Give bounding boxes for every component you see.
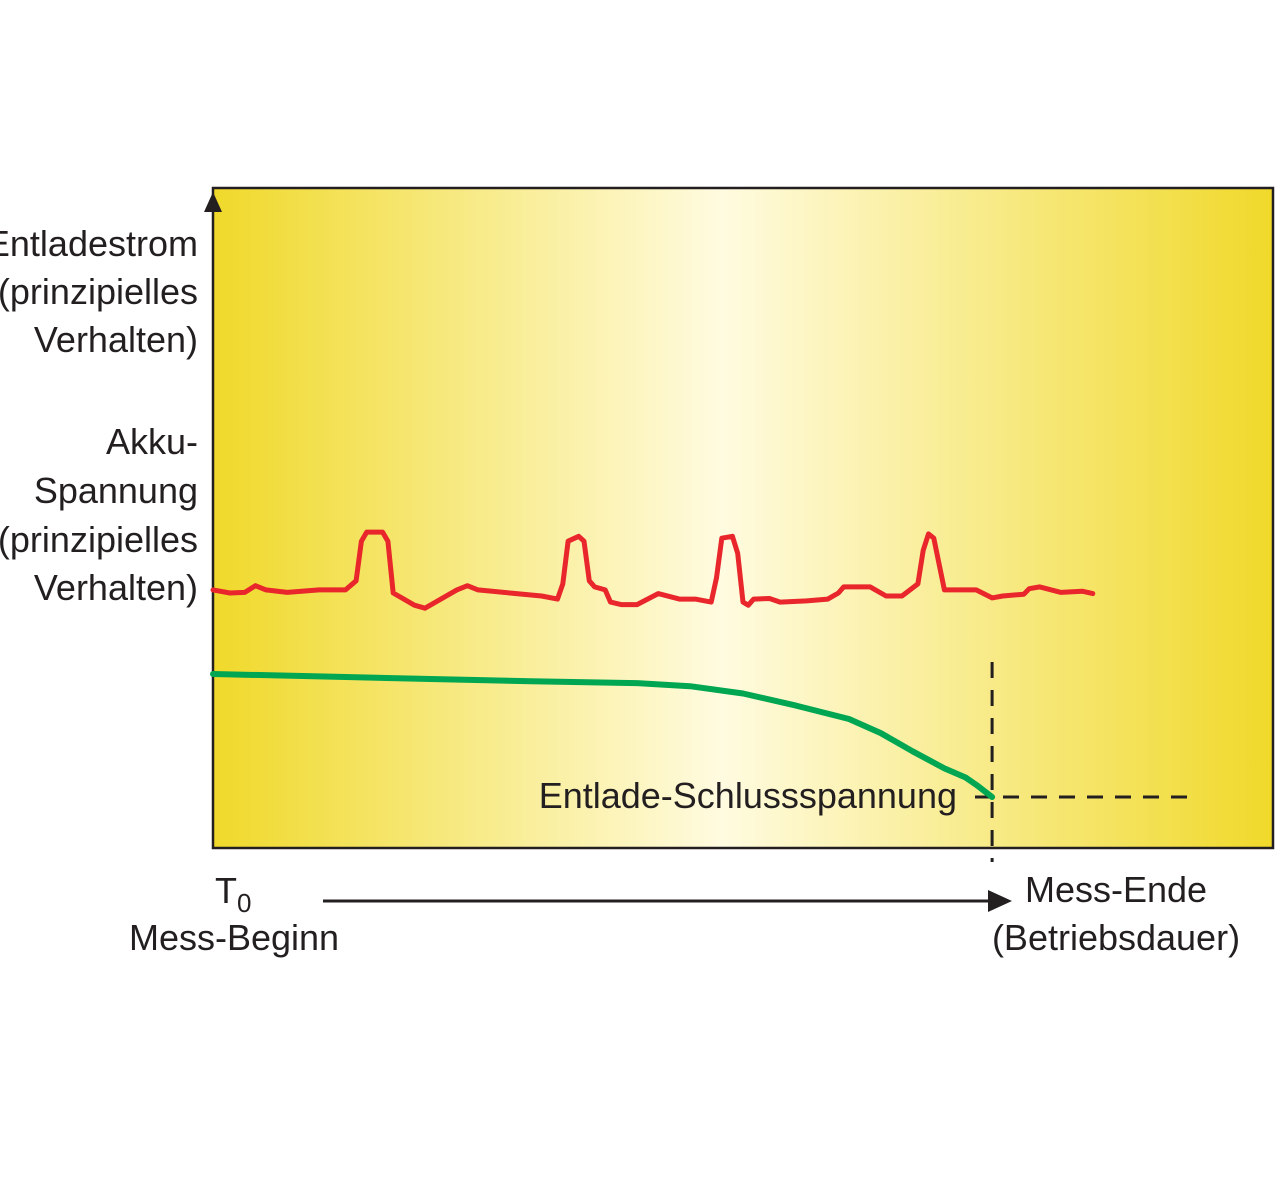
y-axis-arrow-icon bbox=[204, 192, 222, 212]
start-label-subscript: 0 bbox=[237, 888, 251, 918]
start-label: T0 bbox=[215, 870, 251, 918]
current-label-line-3: Verhalten) bbox=[34, 319, 198, 360]
time-axis-arrowhead-icon bbox=[988, 890, 1012, 912]
plot-area bbox=[211, 186, 1275, 850]
current-label-line-2: (prinzipielles bbox=[0, 271, 198, 312]
end-label-line-1: Mess-Ende bbox=[1025, 869, 1207, 910]
voltage-series-line bbox=[210, 671, 996, 800]
start-label-main: T bbox=[215, 870, 237, 911]
voltage-label-line-4: Verhalten) bbox=[34, 567, 198, 608]
end-label-line-2: (Betriebsdauer) bbox=[992, 917, 1240, 958]
voltage-label-line-1: Akku- bbox=[106, 421, 198, 462]
voltage-label-line-3: (prinzipielles bbox=[0, 519, 198, 560]
voltage-label-line-2: Spannung bbox=[34, 470, 198, 511]
current-series-line bbox=[210, 529, 1096, 611]
start-caption: Mess-Beginn bbox=[129, 917, 339, 958]
current-label-line-1: Entladestrom bbox=[0, 223, 198, 264]
cutoff-annotation: Entlade-Schlussspannung bbox=[539, 775, 957, 816]
